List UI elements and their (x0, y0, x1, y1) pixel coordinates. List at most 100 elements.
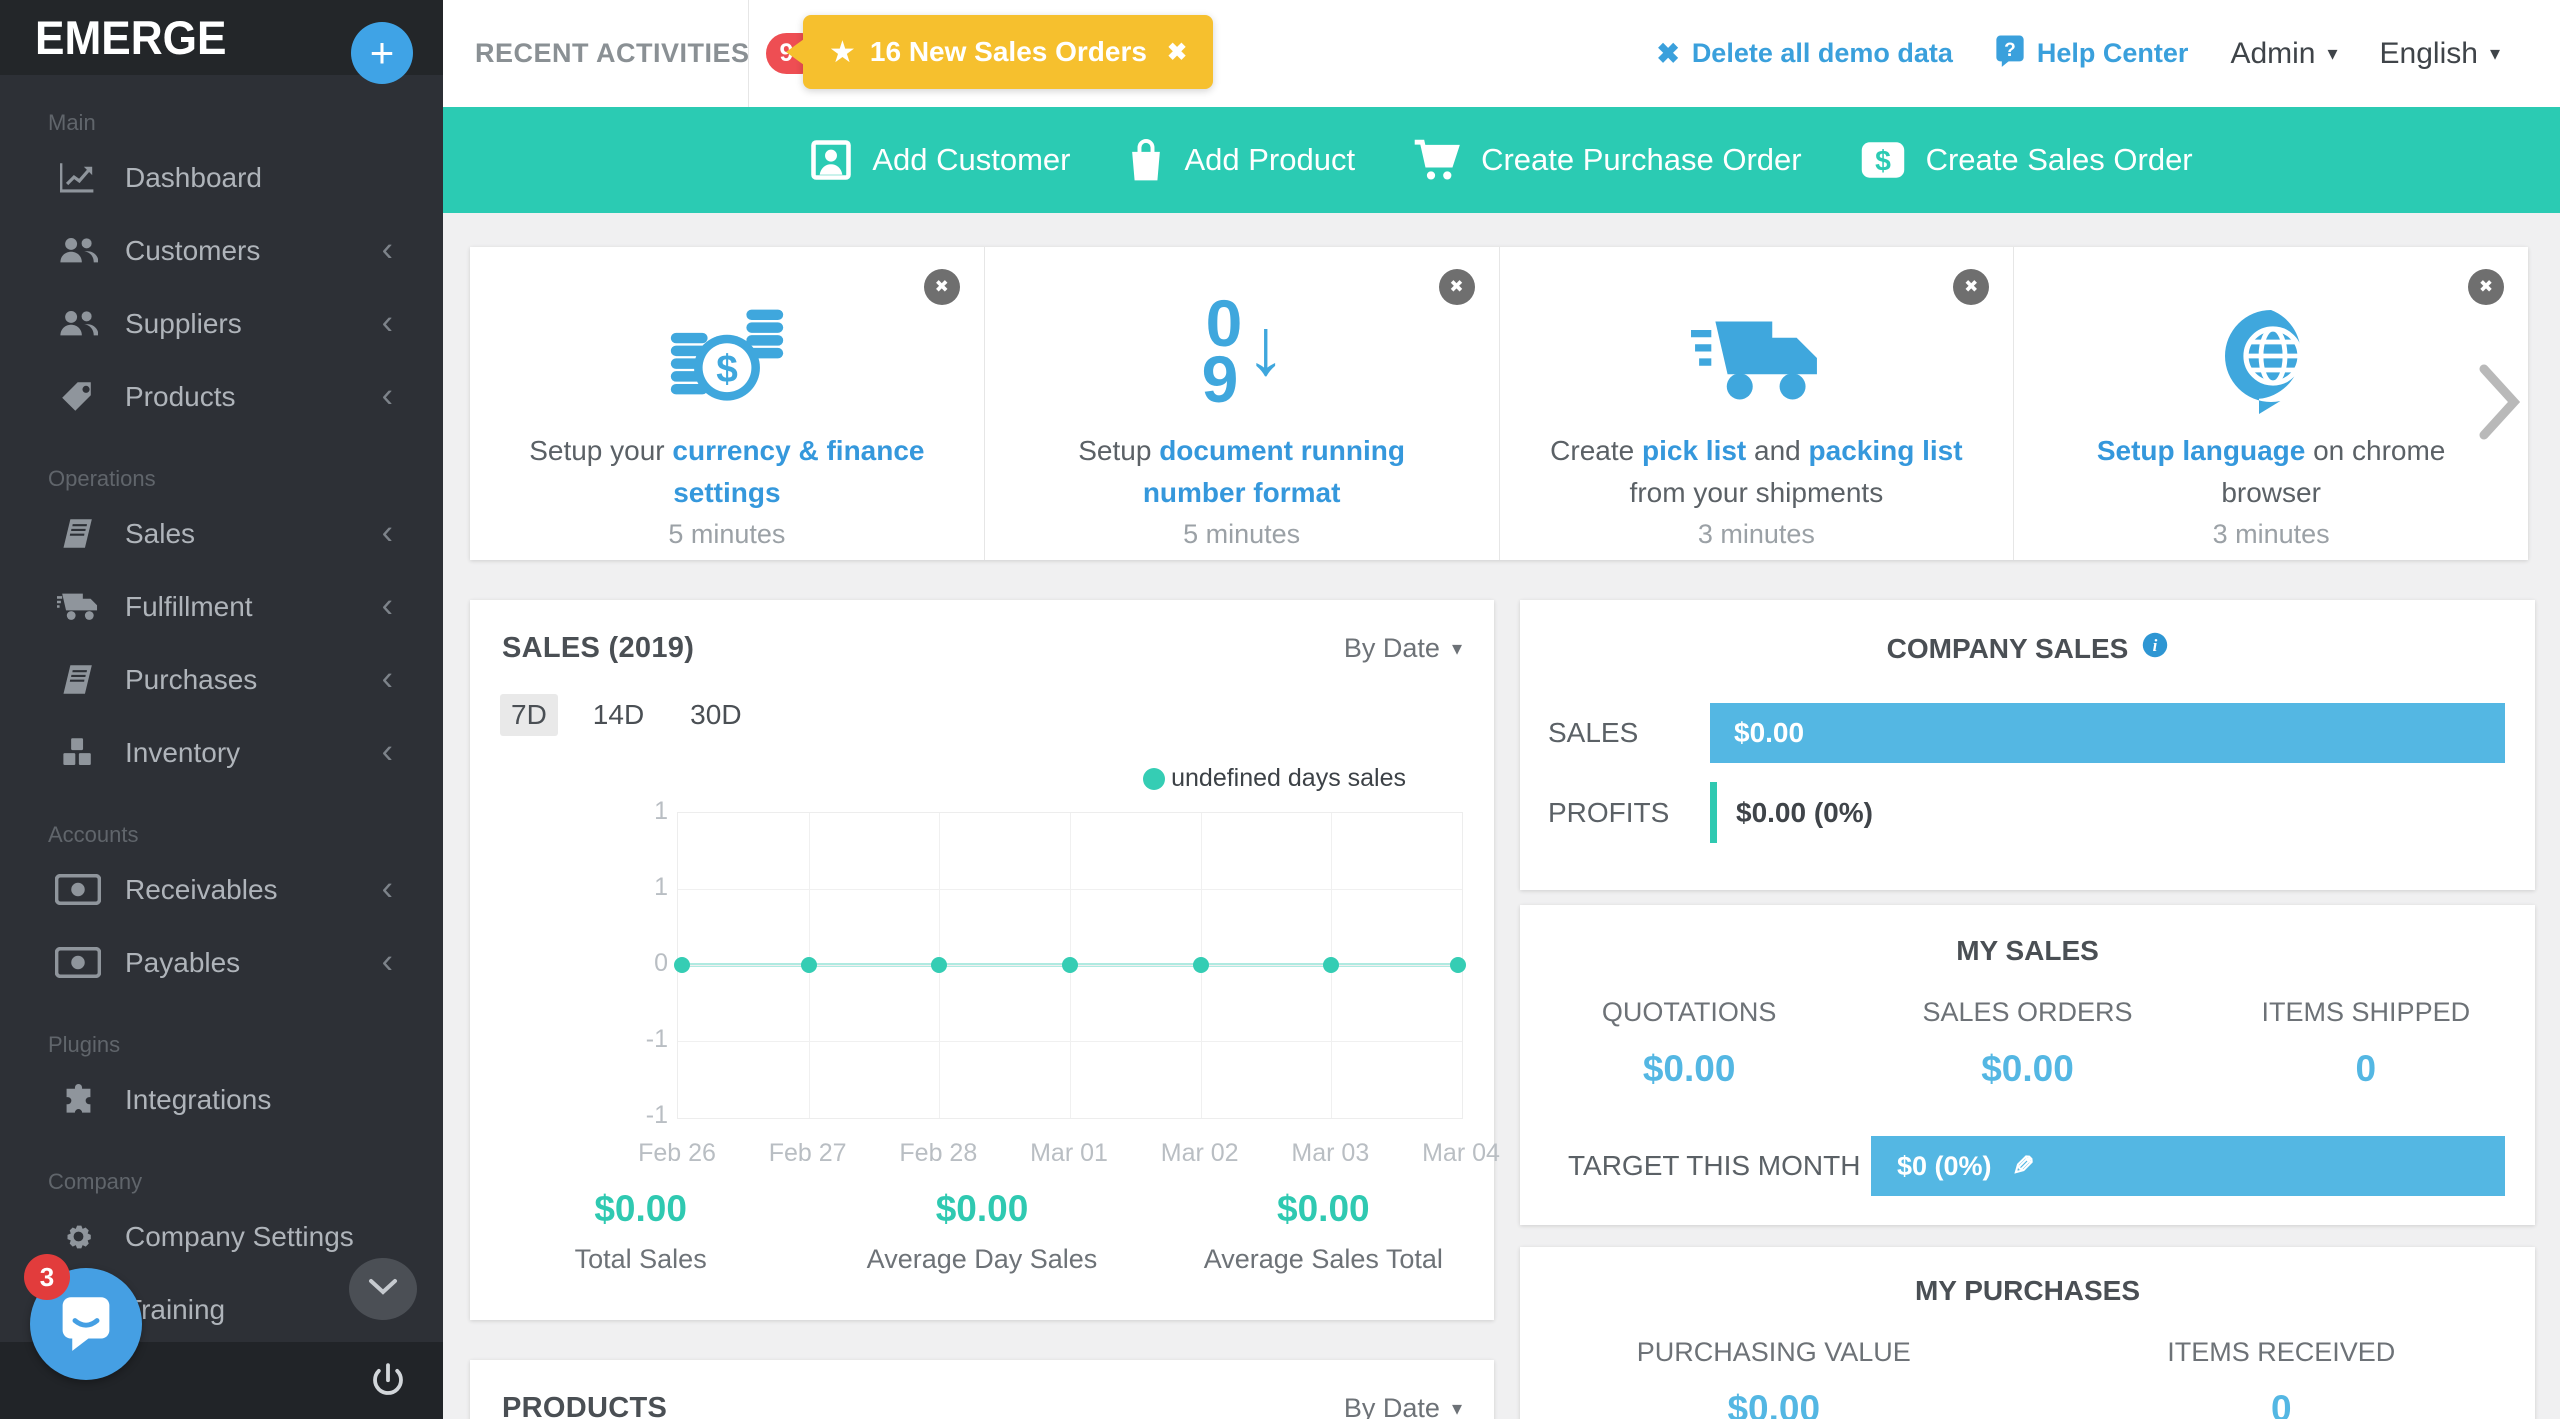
products-filter-dropdown[interactable]: By Date ▾ (1344, 1393, 1462, 1419)
svg-text:i: i (2153, 636, 2158, 655)
delete-demo-data-label: Delete all demo data (1691, 38, 1953, 68)
delete-demo-data-link[interactable]: ✖ Delete all demo data (1656, 37, 1953, 70)
user-menu[interactable]: Admin ▾ (2230, 37, 2337, 71)
sidebar-item-receivables[interactable]: Receivables ‹ (0, 853, 443, 926)
toast-close-icon[interactable]: ✖ (1166, 38, 1188, 66)
onboarding-card: ✖ 0 9 ↓ Setup document running number format… (985, 247, 1500, 560)
company-sales-bar[interactable]: $0.00 (1710, 703, 2505, 763)
card-text: Setup language on chrome browser (2055, 430, 2487, 514)
sidebar-item-products[interactable]: Products ‹ (0, 360, 443, 433)
recent-activities-label[interactable]: RECENT ACTIVITIES (475, 38, 750, 68)
help-center-link[interactable]: ? Help Center (1995, 34, 2188, 74)
target-this-month-bar[interactable]: $0 (0%) ✎ (1871, 1136, 2505, 1196)
sidebar-item-customers[interactable]: Customers ‹ (0, 214, 443, 287)
sales-range-tab-30d[interactable]: 30D (690, 699, 742, 730)
sidebar-item-dashboard[interactable]: Dashboard (0, 141, 443, 214)
sales-chart-legend: undefined days sales (1143, 764, 1406, 793)
chevron-left-icon: ‹ (381, 659, 393, 698)
card-link[interactable]: document running number format (1142, 435, 1405, 508)
user-menu-label: Admin (2230, 36, 2316, 70)
info-icon[interactable]: i (2142, 632, 2168, 665)
create-sales-order-button[interactable]: $ Create Sales Order (1860, 140, 2193, 180)
journal-icon (55, 518, 101, 549)
chat-bubble-icon (53, 1289, 119, 1360)
stat-item-average-day-sales: $0.00 Average Day Sales (811, 1188, 1152, 1275)
dashboard-content: ✖ $ Setup your currency & finance settings… (443, 213, 2560, 1419)
topbar-right: ✖ Delete all demo data ? Help Center Adm… (1656, 34, 2500, 74)
card-text-segment: Setup (1078, 435, 1160, 466)
card-text: Setup your currency & finance settings (511, 430, 943, 514)
svg-text:?: ? (2004, 39, 2016, 60)
sidebar-item-label: Sales (125, 517, 196, 549)
sidebar-scroll-down-button[interactable] (349, 1258, 417, 1320)
main-area: RECENT ACTIVITIES 9+ ★ 16 New Sales Orde… (443, 0, 2560, 1419)
sidebar-nav: Main Dashboard Customers ‹ Suppliers ‹ Product… (0, 75, 443, 1346)
card-close-icon[interactable]: ✖ (1438, 269, 1475, 305)
sidebar-item-label: Suppliers (125, 307, 242, 339)
quick-add-button[interactable]: + (351, 22, 413, 84)
running-number-icon: 0 9 ↓ (1201, 286, 1286, 416)
company-sales-panel: COMPANY SALES i SALES $0.00 PROFITS $0.0… (1520, 600, 2535, 890)
language-globe-icon (2014, 299, 2528, 417)
delivery-truck-icon (1500, 299, 2014, 417)
chevron-left-icon: ‹ (381, 869, 393, 908)
my-purchases-panel: MY PURCHASES PURCHASING VALUE $0.00 ITEMS … (1520, 1247, 2535, 1419)
new-sales-orders-toast[interactable]: ★ 16 New Sales Orders ✖ (785, 15, 1214, 89)
language-menu[interactable]: English ▾ (2380, 37, 2500, 71)
sales-range-tab-7d[interactable]: 7D (500, 694, 558, 736)
card-duration: 5 minutes (1183, 519, 1301, 549)
caret-down-icon: ▾ (2489, 43, 2500, 65)
add-customer-button[interactable]: Add Customer (810, 139, 1070, 181)
caret-down-icon: ▾ (1451, 1398, 1462, 1419)
card-link[interactable]: currency & finance settings (672, 435, 925, 508)
chat-widget-button[interactable]: 3 (24, 1254, 142, 1380)
onboarding-cards-row: ✖ $ Setup your currency & finance settings… (470, 247, 2528, 560)
chevron-left-icon: ‹ (381, 586, 393, 625)
stat-item-total-sales: $0.00 Total Sales (470, 1188, 811, 1275)
card-close-icon[interactable]: ✖ (923, 269, 960, 305)
y-axis-tick: -1 (645, 1101, 668, 1129)
sidebar-item-inventory[interactable]: Inventory ‹ (0, 716, 443, 789)
data-point (1062, 957, 1078, 973)
y-axis-tick: 1 (654, 797, 668, 825)
stat-label: SALES ORDERS (1922, 997, 2133, 1027)
sidebar-item-integrations[interactable]: Integrations (0, 1063, 443, 1136)
x-axis-label: Mar 02 (1160, 1139, 1239, 1167)
sidebar-item-fulfillment[interactable]: Fulfillment ‹ (0, 570, 443, 643)
star-icon: ★ (829, 35, 856, 69)
sidebar-item-sales[interactable]: Sales ‹ (0, 497, 443, 570)
app-logo: EMERGE (35, 11, 227, 64)
create-purchase-order-button[interactable]: Create Purchase Order (1413, 139, 1802, 181)
carousel-next-button[interactable] (2478, 363, 2521, 446)
card-text-segment: Create (1550, 435, 1642, 466)
onboarding-card: ✖ $ Setup your currency & finance settings… (470, 247, 985, 560)
card-text-segment: Setup your (529, 435, 673, 466)
sales-range-tab-14d[interactable]: 14D (592, 699, 645, 730)
sidebar-item-suppliers[interactable]: Suppliers ‹ (0, 287, 443, 360)
stat-item-purchasing-value: PURCHASING VALUE $0.00 (1520, 1337, 2028, 1419)
sales-stats-row: $0.00 Total Sales $0.00 Average Day Sales $0… (470, 1188, 1494, 1275)
my-sales-stats-row: QUOTATIONS $0.00 SALES ORDERS $0.00 ITEMS SH… (1520, 997, 2535, 1090)
card-link[interactable]: pick list (1641, 435, 1747, 466)
action-button-label: Add Product (1184, 142, 1356, 177)
sidebar-section-label-plugins: Plugins (48, 1032, 121, 1057)
topbar-divider (748, 0, 749, 107)
card-duration: 3 minutes (2212, 519, 2330, 549)
card-link[interactable]: packing list (1808, 435, 1963, 466)
edit-pencil-icon[interactable]: ✎ (2011, 1150, 2035, 1181)
sales-filter-dropdown[interactable]: By Date ▾ (1344, 633, 1462, 664)
card-close-icon[interactable]: ✖ (2468, 269, 2504, 305)
add-product-button[interactable]: Add Product (1128, 138, 1355, 182)
card-link[interactable]: Setup language (2096, 435, 2306, 466)
sidebar-item-purchases[interactable]: Purchases ‹ (0, 643, 443, 716)
company-sales-value: $0.00 (1734, 717, 1805, 748)
logout-power-icon[interactable] (369, 1362, 407, 1400)
my-sales-title: MY SALES (1956, 935, 2099, 966)
my-purchases-title: MY PURCHASES (1914, 1275, 2141, 1306)
sidebar-item-payables[interactable]: Payables ‹ (0, 926, 443, 999)
sidebar-item-company-settings[interactable]: Company Settings (0, 1200, 443, 1273)
card-close-icon[interactable]: ✖ (1953, 269, 1990, 305)
stat-item-quotations: QUOTATIONS $0.00 (1520, 997, 1858, 1090)
stat-value: 0 (2355, 1048, 2377, 1089)
purchase-cart-icon (1413, 139, 1461, 181)
